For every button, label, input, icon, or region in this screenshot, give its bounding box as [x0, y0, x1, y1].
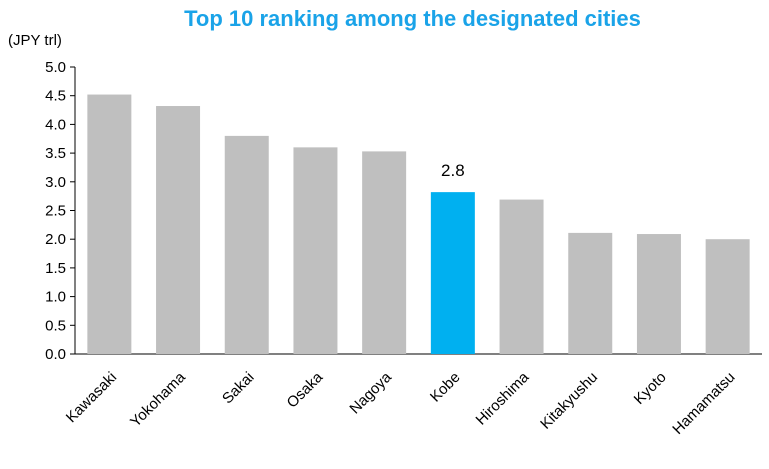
- bar-yokohama: [156, 106, 201, 354]
- bars: [87, 94, 750, 354]
- y-tick-label: 0.5: [45, 317, 66, 334]
- x-tick-label: Kobe: [427, 369, 464, 406]
- bar-nagoya: [362, 151, 407, 354]
- y-tick-label: 2.0: [45, 231, 66, 248]
- y-axis-unit-label: (JPY trl): [8, 32, 62, 49]
- bar-kobe: [430, 192, 475, 354]
- y-tick-label: 4.5: [45, 88, 66, 105]
- x-tick-label: Kitakyushu: [537, 369, 601, 433]
- y-tick-label: 5.0: [45, 59, 66, 76]
- y-axis: 0.0 0.5 1.0 1.5 2.0 2.5 3.0 3.5 4.0 4.5 5.0: [45, 59, 762, 363]
- bar-hamamatsu: [705, 239, 750, 354]
- data-labels: 2.8: [441, 161, 465, 180]
- x-tick-label: Nagoya: [346, 368, 395, 417]
- bar-sakai: [224, 135, 269, 354]
- x-tick-label: Sakai: [219, 369, 258, 408]
- x-tick-label: Kyoto: [631, 369, 670, 408]
- bar-osaka: [293, 147, 338, 354]
- bar-hiroshima: [499, 199, 544, 354]
- y-tick-label: 2.5: [45, 203, 66, 220]
- y-tick-label: 4.0: [45, 116, 66, 133]
- y-tick-label: 3.0: [45, 174, 66, 191]
- chart-title: Top 10 ranking among the designated citi…: [184, 6, 641, 31]
- y-tick-label: 1.0: [45, 289, 66, 306]
- y-tick-label: 0.0: [45, 346, 66, 363]
- bar-kyoto: [636, 234, 681, 354]
- x-axis-labels: Kawasaki Yokohama Sakai Osaka Nagoya Kobe Hiro…: [63, 368, 739, 438]
- data-label: 2.8: [441, 161, 465, 180]
- x-tick-label: Hamamatsu: [669, 369, 738, 438]
- x-tick-label: Yokohama: [127, 368, 189, 430]
- x-tick-label: Osaka: [284, 368, 327, 411]
- y-tick-label: 1.5: [45, 260, 66, 277]
- y-tick-label: 3.5: [45, 145, 66, 162]
- bar-kawasaki: [87, 94, 132, 354]
- x-tick-label: Kawasaki: [63, 369, 120, 426]
- x-tick-label: Hiroshima: [473, 368, 533, 428]
- bar-kitakyushu: [568, 232, 613, 354]
